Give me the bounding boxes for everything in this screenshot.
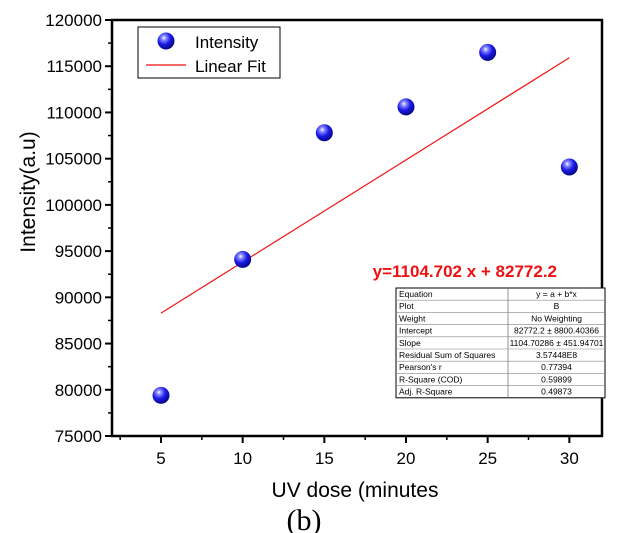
panel-label: (b) [287,504,322,533]
fit-table-value: 3.57448E8 [536,350,577,360]
legend: Intensity Linear Fit [137,26,281,79]
fit-table-value: 1104.70286 ± 451.94701 [510,338,604,348]
fit-table-value: 0.77394 [541,362,572,372]
y-tick-label: 115000 [47,57,102,76]
intensity-point [397,98,415,116]
fit-table-key: R-Square (COD) [399,374,462,384]
x-axis: 5 10 15 20 25 30 [119,436,579,468]
x-tick-label: 25 [478,449,497,468]
y-axis-title: Intensity(a.u) [17,131,40,252]
intensity-point [560,158,578,176]
y-tick-label: 85000 [55,335,102,354]
fit-statistics-table: Equation y = a + b*x Plot B Weight No Weighti… [395,287,606,399]
fit-table-key: Equation [399,289,433,299]
fit-table-value: y = a + b*x [536,289,577,299]
legend-label-fit: Linear Fit [195,57,266,76]
x-tick-label: 20 [397,449,416,468]
legend-label-intensity: Intensity [195,33,259,52]
y-tick-label: 75000 [55,427,102,446]
y-axis: 75000 80000 85000 90000 95000 100000 105000 110… [45,11,112,446]
fit-table-value: B [554,301,560,311]
intensity-point [315,124,333,142]
legend-marker-intensity [157,32,175,50]
fit-table-key: Pearson's r [399,362,442,372]
fit-table-key: Adj. R-Square [399,387,453,397]
fit-table-key: Weight [399,313,426,323]
y-tick-label: 110000 [47,103,102,122]
fit-table-value: 0.59899 [541,374,572,384]
y-tick-label: 120000 [45,11,102,30]
series-layer [152,43,578,404]
y-tick-label: 95000 [55,242,102,261]
fit-table-value: 0.49873 [541,387,572,397]
intensity-point [234,250,252,268]
fit-table-key: Intercept [399,326,433,336]
fit-table-value: No Weighting [531,313,582,323]
intensity-point [479,43,497,61]
x-tick-label: 5 [156,449,165,468]
fit-table-key: Residual Sum of Squares [399,350,495,360]
fit-equation-annotation: y=1104.702 x + 82772.2 [373,262,557,281]
y-tick-label: 105000 [45,150,102,169]
y-tick-label: 90000 [55,288,102,307]
x-axis-title: UV dose (minutes [272,479,439,502]
x-tick-label: 30 [560,449,579,468]
y-tick-label: 100000 [45,196,102,215]
x-tick-label: 15 [315,449,334,468]
fit-table-frame [395,287,606,399]
linear-fit-line [160,57,570,314]
fit-table-key: Slope [399,338,421,348]
fit-table-key: Plot [399,301,414,311]
fit-table-value: 82772.2 ± 8800.40366 [514,326,599,336]
y-tick-label: 80000 [55,381,102,400]
intensity-point [152,386,170,404]
x-tick-label: 10 [233,449,252,468]
